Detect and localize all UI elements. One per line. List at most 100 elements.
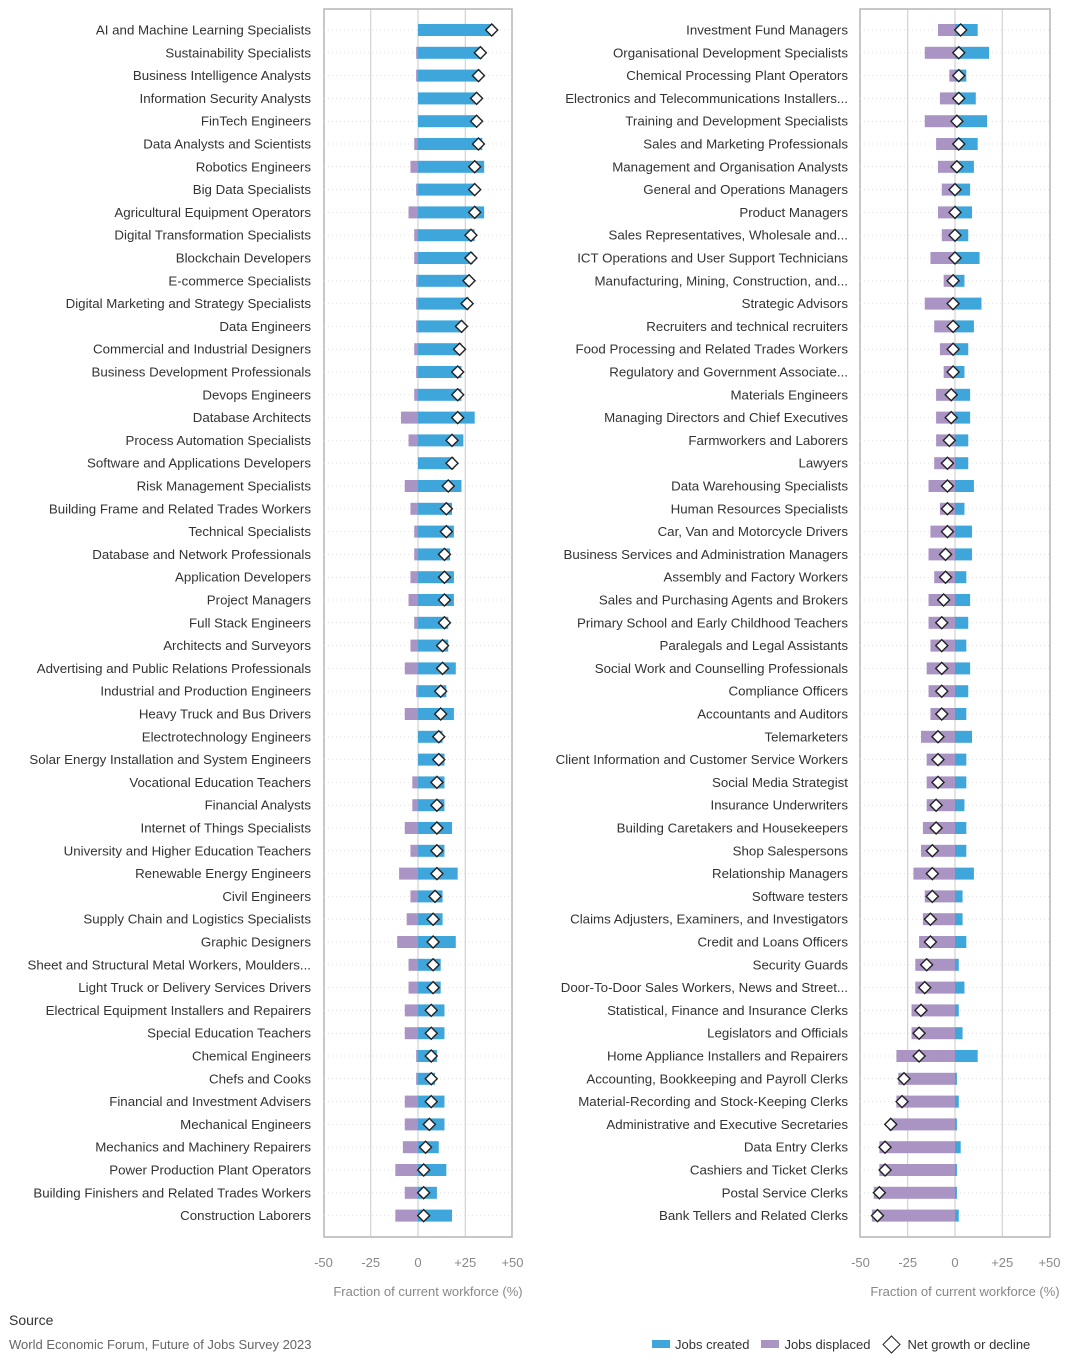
- category-label: Graphic Designers: [201, 935, 311, 950]
- category-label: Data Warehousing Specialists: [671, 479, 848, 494]
- net-marker: [433, 707, 448, 721]
- bar-displaced: [404, 662, 418, 675]
- category-label: Investment Fund Managers: [686, 23, 848, 38]
- bar-displaced: [924, 115, 955, 128]
- net-marker: [917, 980, 932, 995]
- bar-created: [955, 434, 969, 447]
- category-label: Technical Specialists: [188, 524, 311, 539]
- net-marker: [940, 479, 955, 493]
- category-label: Data Entry Clerks: [744, 1140, 849, 1155]
- bar-created: [955, 1004, 959, 1017]
- bar-created: [418, 297, 470, 310]
- legend-item-created: Jobs created: [652, 1337, 749, 1352]
- tick-label: 0: [414, 1255, 421, 1270]
- net-marker: [424, 1049, 439, 1063]
- bar-displaced: [404, 708, 418, 720]
- bar-created: [418, 343, 462, 356]
- category-label: Industrial and Production Engineers: [100, 684, 311, 699]
- category-label: Supply Chain and Logistics Specialists: [83, 912, 311, 927]
- bar-displaced: [414, 548, 418, 561]
- bar-displaced: [408, 981, 418, 994]
- category-label: FinTech Engineers: [201, 114, 311, 129]
- net-marker: [445, 433, 460, 448]
- net-marker: [953, 23, 968, 37]
- category-label: Agricultural Equipment Operators: [114, 205, 311, 220]
- bar-displaced: [416, 685, 418, 698]
- bar-created: [418, 274, 470, 287]
- legend-swatch-created: [652, 1340, 670, 1348]
- category-label: Postal Service Clerks: [722, 1185, 849, 1200]
- bar-created: [955, 890, 963, 903]
- bar-created: [418, 411, 475, 424]
- category-label: Chefs and Cooks: [209, 1071, 311, 1086]
- bar-created: [955, 958, 959, 971]
- bar-displaced: [896, 1095, 955, 1108]
- bar-created: [418, 252, 473, 264]
- bar-displaced: [404, 1186, 418, 1199]
- bar-displaced: [416, 297, 418, 310]
- bar-created: [955, 708, 967, 720]
- net-marker: [422, 1117, 437, 1132]
- category-label: ICT Operations and User Support Technici…: [577, 251, 848, 266]
- bar-displaced: [414, 616, 418, 629]
- category-label: Mechanics and Machinery Repairers: [95, 1140, 311, 1155]
- bar-created: [955, 639, 967, 652]
- net-marker: [896, 1071, 911, 1086]
- net-marker: [878, 1140, 893, 1155]
- net-marker: [431, 729, 446, 744]
- net-marker: [426, 980, 441, 995]
- bar-displaced: [410, 844, 418, 857]
- category-label: Power Production Plant Operators: [109, 1163, 311, 1178]
- net-marker: [942, 433, 957, 448]
- bar-created: [955, 844, 967, 857]
- net-marker: [949, 114, 964, 129]
- category-label: Database Architects: [193, 410, 312, 425]
- bar-created: [418, 457, 454, 470]
- bar-displaced: [404, 1118, 418, 1131]
- category-label: Accounting, Bookkeeping and Payroll Cler…: [586, 1071, 848, 1086]
- category-label: Light Truck or Delivery Services Drivers: [78, 980, 311, 995]
- bar-displaced: [408, 594, 418, 606]
- bar-created: [955, 411, 971, 424]
- category-label: Electrotechnology Engineers: [142, 729, 312, 744]
- bar-displaced: [888, 1118, 955, 1131]
- bar-displaced: [400, 411, 418, 424]
- bar-displaced: [395, 1209, 418, 1222]
- bar-created: [955, 1118, 957, 1131]
- bar-created: [955, 867, 974, 880]
- bar-created: [418, 229, 475, 242]
- net-marker: [426, 912, 441, 927]
- category-label: Big Data Specialists: [193, 182, 312, 197]
- bar-created: [955, 502, 965, 515]
- bar-displaced: [399, 867, 418, 880]
- net-marker: [471, 68, 486, 83]
- category-label: Full Stack Engineers: [189, 615, 311, 630]
- net-marker: [870, 1208, 885, 1223]
- bar-displaced: [924, 297, 955, 310]
- bar-created: [955, 936, 967, 948]
- net-marker: [940, 501, 955, 516]
- net-marker: [437, 547, 452, 562]
- category-label: Data Analysts and Scientists: [143, 137, 311, 152]
- bar-displaced: [937, 160, 955, 173]
- bar-displaced: [402, 1141, 418, 1154]
- category-label: Digital Transformation Specialists: [114, 228, 311, 243]
- bar-created: [955, 388, 971, 401]
- net-marker: [424, 1026, 439, 1041]
- net-marker: [946, 273, 961, 288]
- bar-created: [955, 206, 973, 219]
- bar-created: [418, 92, 477, 105]
- category-label: Business Services and Administration Man…: [563, 547, 848, 562]
- category-label: Commercial and Industrial Designers: [93, 342, 311, 357]
- net-marker: [429, 866, 444, 881]
- net-marker: [431, 752, 446, 767]
- bar-created: [418, 160, 485, 173]
- net-marker: [424, 1071, 439, 1086]
- net-marker: [946, 319, 961, 334]
- net-marker: [872, 1185, 887, 1200]
- category-label: Devops Engineers: [202, 387, 311, 402]
- net-marker: [948, 182, 962, 197]
- bar-displaced: [397, 936, 418, 948]
- legend-label-net: Net growth or decline: [907, 1336, 1031, 1352]
- bar-displaced: [404, 822, 418, 834]
